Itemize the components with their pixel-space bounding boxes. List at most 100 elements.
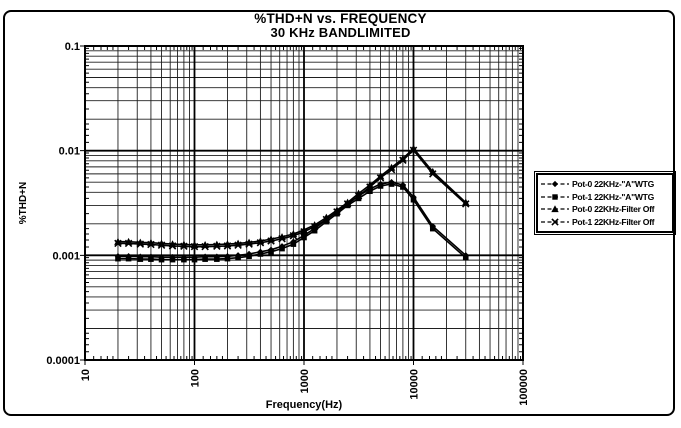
square-marker-icon xyxy=(388,181,395,187)
x-marker-icon xyxy=(201,242,209,251)
square-marker-icon xyxy=(148,256,154,262)
y-tick-label: 0.01 xyxy=(59,146,80,158)
x-marker-icon xyxy=(114,239,122,248)
chart-subtitle: 30 KHz BANDLIMITED xyxy=(270,25,411,40)
series-diamond xyxy=(114,178,469,261)
page-border-frame xyxy=(3,10,675,416)
x-marker-icon xyxy=(333,208,341,216)
legend-item: Pot-0 22KHz-"A"WTG xyxy=(540,178,670,191)
square-marker-icon xyxy=(268,249,274,255)
legend-sample-line xyxy=(541,194,569,200)
legend-item: Pot-1 22KHz-Filter Off xyxy=(540,216,670,229)
x-marker-icon xyxy=(256,238,265,247)
triangle-marker-icon xyxy=(399,154,407,162)
square-marker-icon xyxy=(367,188,373,194)
square-marker-icon xyxy=(400,184,406,190)
x-marker-icon xyxy=(124,239,133,248)
x-marker-icon xyxy=(322,215,331,224)
x-marker-icon xyxy=(409,146,418,154)
y-tick-label: 0.0001 xyxy=(46,355,80,367)
x-marker-icon xyxy=(376,174,385,182)
square-marker-icon xyxy=(311,227,318,234)
x-marker-icon xyxy=(289,231,298,240)
square-marker-icon xyxy=(429,225,436,232)
square-marker-icon xyxy=(246,253,252,260)
legend-sample-line xyxy=(541,205,569,213)
x-tick-label: 100 xyxy=(190,369,202,387)
legend-label: Pot-0 22KHz-"A"WTG xyxy=(572,179,655,190)
chart-title-block: %THD+N vs. FREQUENCY 30 KHz BANDLIMITED xyxy=(0,12,681,40)
series-square xyxy=(115,181,469,263)
square-marker-icon xyxy=(290,241,297,247)
series-x xyxy=(114,146,470,251)
triangle-marker-icon xyxy=(366,181,374,189)
x-tick-label: 100000 xyxy=(518,369,530,406)
x-marker-icon xyxy=(213,242,221,251)
plot-border-rect xyxy=(84,45,524,361)
legend-label: Pot-1 22KHz-Filter Off xyxy=(572,216,655,227)
x-marker-icon xyxy=(136,240,145,248)
square-marker-icon xyxy=(158,256,165,263)
diamond-marker-icon xyxy=(551,181,559,188)
legend-item: Pot-0 22KHz-Filter Off xyxy=(540,203,670,216)
legend-sample-line xyxy=(541,181,569,188)
triangle-marker-icon xyxy=(428,167,437,175)
x-marker-icon xyxy=(387,165,396,174)
x-marker-icon xyxy=(354,192,363,200)
triangle-marker-icon xyxy=(310,221,319,229)
square-marker-icon xyxy=(279,245,285,252)
x-tick-label: 10000 xyxy=(409,369,421,400)
square-marker-icon xyxy=(191,256,198,263)
square-marker-icon xyxy=(169,256,176,263)
square-marker-icon xyxy=(377,183,384,189)
square-marker-icon xyxy=(137,256,144,262)
square-marker-icon xyxy=(301,234,307,241)
x-marker-icon xyxy=(180,242,188,251)
y-tick-label: 0.001 xyxy=(52,250,80,262)
x-marker-icon xyxy=(157,241,166,249)
x-axis-title: Frequency(Hz) xyxy=(266,399,343,411)
triangle-marker-icon xyxy=(461,198,470,206)
x-tick-label: 10 xyxy=(80,369,92,381)
x-marker-icon xyxy=(190,242,199,251)
x-marker-icon xyxy=(300,227,308,236)
x-marker-icon xyxy=(429,170,437,178)
chart-legend: Pot-0 22KHz-"A"WTG Pot-1 22KHz-"A"WTG Pot-… xyxy=(534,171,676,235)
fine-ticks-path xyxy=(80,45,524,365)
square-marker-icon xyxy=(334,210,340,217)
y-axis-tick-labels: 0.1 0.01 0.001 0.0001 xyxy=(46,41,80,367)
chart-title: %THD+N vs. FREQUENCY xyxy=(254,11,427,26)
legend-sample-line xyxy=(541,218,569,226)
square-marker-icon xyxy=(355,195,362,202)
triangle-marker-icon xyxy=(333,206,341,214)
x-marker-icon xyxy=(147,240,155,249)
x-marker-icon xyxy=(234,241,242,249)
triangle-marker-icon xyxy=(343,198,352,206)
triangle-marker-icon xyxy=(376,172,385,180)
triangle-marker-icon xyxy=(409,144,418,152)
x-marker-icon xyxy=(245,240,253,248)
x-marker-icon xyxy=(366,183,374,191)
square-marker-icon xyxy=(181,256,187,263)
square-marker-icon xyxy=(257,251,264,257)
x-marker-icon xyxy=(278,234,286,243)
x-axis-tick-labels: 10 100 1000 10000 100000 xyxy=(80,369,530,406)
axis-ticks xyxy=(80,45,524,365)
legend-label: Pot-0 22KHz-Filter Off xyxy=(572,204,655,215)
plot-area-border xyxy=(84,45,524,361)
x-marker-icon xyxy=(223,242,232,250)
x-marker-icon xyxy=(168,242,177,250)
x-tick-label: 1000 xyxy=(299,369,311,393)
x-marker-icon xyxy=(461,200,470,208)
square-marker-icon xyxy=(224,255,231,262)
x-marker-icon xyxy=(310,222,319,231)
y-axis-title: %THD+N xyxy=(18,182,29,225)
square-marker-icon xyxy=(125,255,132,262)
data-series xyxy=(114,144,470,263)
legend-item: Pot-1 22KHz-"A"WTG xyxy=(540,191,670,204)
square-marker-icon xyxy=(115,255,121,262)
square-marker-icon xyxy=(214,256,220,262)
triangle-marker-icon xyxy=(551,205,559,213)
legend-label: Pot-1 22KHz-"A"WTG xyxy=(572,191,655,202)
